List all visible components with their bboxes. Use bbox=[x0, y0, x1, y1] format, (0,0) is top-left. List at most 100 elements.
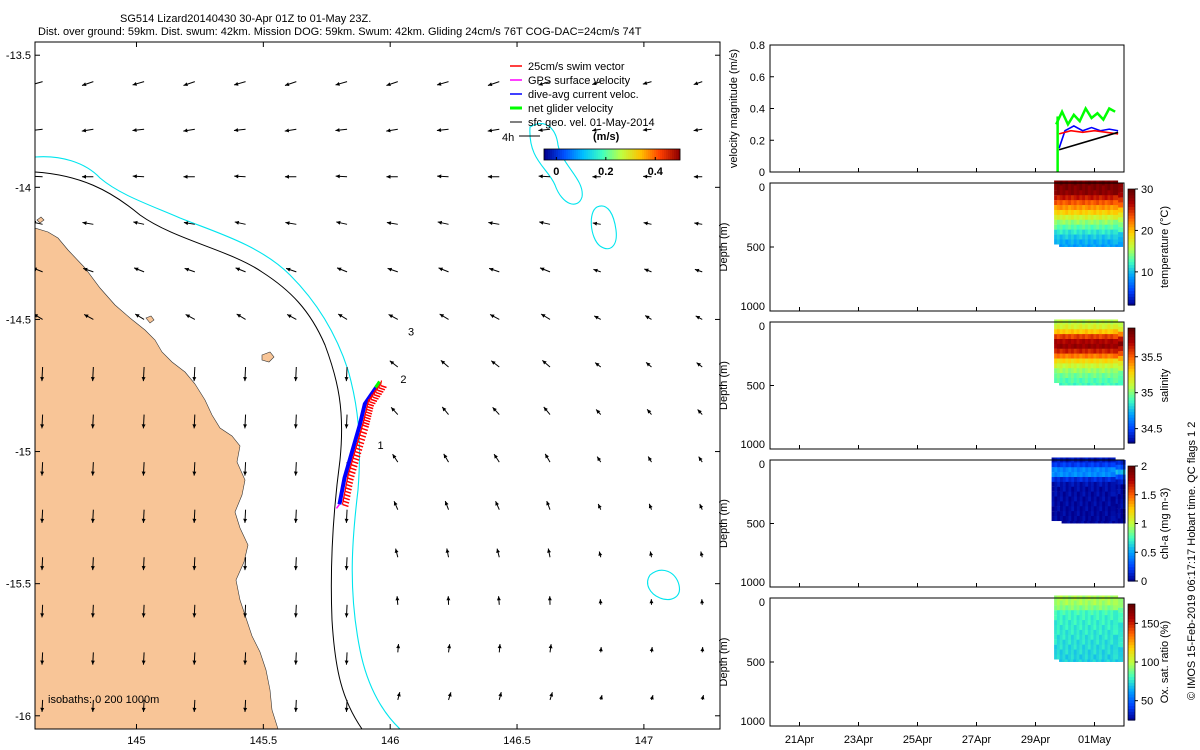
salinity-sample bbox=[1076, 339, 1082, 345]
speed-colorbar-cell bbox=[644, 149, 647, 160]
temperature-sample bbox=[1054, 219, 1060, 225]
chl-a-sample bbox=[1074, 496, 1080, 502]
chl-a-sample bbox=[1071, 516, 1077, 522]
oxygen-sample bbox=[1099, 649, 1105, 655]
oxygen-colorbar-cell bbox=[1128, 679, 1135, 683]
oxygen-sample bbox=[1065, 649, 1071, 655]
oxygen-sample bbox=[1070, 615, 1076, 621]
salinity-sample bbox=[1096, 378, 1102, 384]
chl-a-colorbar-cell bbox=[1128, 546, 1135, 550]
geo-arrow bbox=[447, 644, 452, 653]
salinity-sample bbox=[1090, 373, 1096, 379]
temperature-sample bbox=[1054, 205, 1060, 211]
speed-colorbar-cell bbox=[662, 149, 665, 160]
oxygen-sample bbox=[1107, 605, 1113, 611]
geo-arrow bbox=[700, 647, 705, 653]
chl-a-colorbar-cell bbox=[1128, 514, 1135, 519]
temperature-sample bbox=[1079, 219, 1085, 225]
salinity-sample bbox=[1068, 363, 1074, 369]
oxygen-sample bbox=[1059, 629, 1065, 635]
oxygen-sample bbox=[1062, 634, 1068, 640]
oxygen-sample bbox=[1079, 605, 1085, 611]
oxygen-sample bbox=[1096, 634, 1102, 640]
salinity-sample bbox=[1070, 378, 1076, 384]
oxygen-sample bbox=[1068, 629, 1074, 635]
salinity-sample bbox=[1118, 380, 1124, 386]
oxygen-sample bbox=[1070, 629, 1076, 635]
oxygen-colorbar-cell bbox=[1128, 615, 1135, 620]
salinity-sample bbox=[1073, 348, 1079, 354]
chl-a-sample bbox=[1090, 511, 1096, 517]
oxygen-sample bbox=[1085, 634, 1091, 640]
salinity-sample bbox=[1079, 348, 1085, 354]
speed-colorbar-cell bbox=[648, 149, 651, 160]
chl-a-sample bbox=[1102, 496, 1108, 502]
chl-a-colorbar-cell bbox=[1128, 569, 1135, 573]
chl-a-sample bbox=[1099, 467, 1105, 473]
geo-arrow bbox=[694, 221, 703, 226]
chl-a-sample bbox=[1117, 464, 1123, 470]
geo-arrow bbox=[141, 414, 146, 429]
temperature-sample bbox=[1087, 219, 1093, 225]
geo-arrow bbox=[437, 220, 449, 225]
chl-a-sample bbox=[1093, 496, 1099, 502]
oxygen-sample bbox=[1104, 605, 1110, 611]
oxygen-sample bbox=[1054, 644, 1060, 650]
dac-track-line bbox=[337, 384, 380, 505]
oxygen-sample bbox=[1118, 612, 1124, 618]
salinity-sample bbox=[1107, 363, 1113, 369]
temperature-sample bbox=[1090, 234, 1096, 240]
legend-dac-label: dive-avg current veloc. bbox=[528, 89, 639, 101]
oxygen-sample bbox=[1104, 629, 1110, 635]
salinity-sample bbox=[1104, 373, 1110, 379]
temperature-sample bbox=[1093, 209, 1099, 215]
chl-a-sample bbox=[1065, 501, 1071, 507]
chl-a-sample bbox=[1096, 506, 1102, 512]
chl-a-sample bbox=[1051, 496, 1057, 502]
geo-arrow bbox=[693, 174, 703, 179]
salinity-sample bbox=[1056, 324, 1062, 330]
oxygen-sample bbox=[1096, 610, 1102, 616]
chl-a-colorbar-cell bbox=[1128, 523, 1135, 527]
chl-a-sample bbox=[1102, 516, 1108, 522]
chl-a-sample bbox=[1107, 491, 1113, 497]
speed-colorbar-cell bbox=[604, 149, 607, 160]
salinity-colorbar-cell bbox=[1128, 371, 1135, 375]
salinity-sample bbox=[1079, 324, 1085, 330]
temperature-sample bbox=[1087, 239, 1093, 245]
salinity-sample bbox=[1068, 368, 1074, 374]
salinity-sample bbox=[1101, 324, 1107, 330]
temperature-sample bbox=[1076, 185, 1082, 191]
oxygen-sample bbox=[1070, 620, 1076, 626]
temperature-sample bbox=[1059, 185, 1065, 191]
chl-a-sample bbox=[1062, 496, 1068, 502]
chl-a-sample bbox=[1065, 477, 1071, 483]
temperature-sample bbox=[1113, 234, 1119, 240]
chl-a-sample bbox=[1088, 486, 1094, 492]
speed-colorbar-cell bbox=[610, 149, 613, 160]
speed-colorbar-cell bbox=[590, 149, 593, 160]
chl-a-sample bbox=[1051, 481, 1057, 487]
chl-a-sample bbox=[1120, 513, 1126, 519]
oxygen-sample bbox=[1110, 634, 1116, 640]
salinity-sample bbox=[1090, 324, 1096, 330]
geo-arrow bbox=[693, 128, 703, 132]
temperature-sample bbox=[1093, 205, 1099, 211]
salinity-sample bbox=[1079, 329, 1085, 335]
geo-arrow bbox=[593, 268, 601, 273]
temperature-sample bbox=[1054, 185, 1060, 191]
temperature-sample bbox=[1079, 205, 1085, 211]
salinity-sample bbox=[1065, 378, 1071, 384]
salinity-sample bbox=[1076, 368, 1082, 374]
chl-a-sample bbox=[1093, 486, 1099, 492]
temperature-sample bbox=[1118, 237, 1124, 243]
chl-a-sample bbox=[1102, 477, 1108, 483]
temperature-sample bbox=[1099, 205, 1105, 211]
temperature-sample bbox=[1099, 214, 1105, 220]
salinity-sample bbox=[1107, 358, 1113, 364]
salinity-sample bbox=[1062, 378, 1068, 384]
temperature-ytick-label-1: 500 bbox=[747, 242, 765, 254]
salinity-sample bbox=[1096, 373, 1102, 379]
chl-a-sample bbox=[1085, 477, 1091, 483]
